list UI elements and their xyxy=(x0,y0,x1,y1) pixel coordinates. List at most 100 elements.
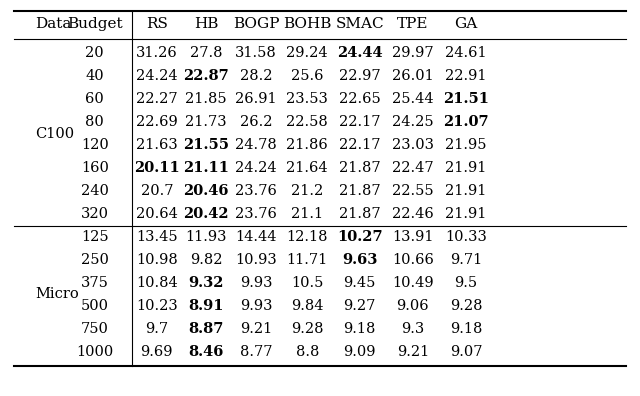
Text: BOGP: BOGP xyxy=(233,17,279,30)
Text: HB: HB xyxy=(194,17,218,30)
Text: 22.17: 22.17 xyxy=(339,115,380,129)
Text: 20.11: 20.11 xyxy=(134,161,180,175)
Text: 9.18: 9.18 xyxy=(344,322,376,336)
Text: 9.63: 9.63 xyxy=(342,253,378,267)
Text: 9.93: 9.93 xyxy=(240,299,272,313)
Text: 22.46: 22.46 xyxy=(392,207,434,221)
Text: 27.8: 27.8 xyxy=(190,46,222,61)
Text: 21.63: 21.63 xyxy=(136,138,178,152)
Text: 9.21: 9.21 xyxy=(240,322,272,336)
Text: RS: RS xyxy=(146,17,168,30)
Text: 10.98: 10.98 xyxy=(136,253,178,267)
Text: BOHB: BOHB xyxy=(283,17,332,30)
Text: 21.87: 21.87 xyxy=(339,207,381,221)
Text: 21.91: 21.91 xyxy=(445,207,486,221)
Text: 21.1: 21.1 xyxy=(291,207,323,221)
Text: 26.01: 26.01 xyxy=(392,69,434,84)
Text: 14.44: 14.44 xyxy=(236,230,276,244)
Text: 28.2: 28.2 xyxy=(240,69,272,84)
Text: 22.58: 22.58 xyxy=(286,115,328,129)
Text: 20.46: 20.46 xyxy=(183,184,229,198)
Text: 9.21: 9.21 xyxy=(397,345,429,359)
Text: SMAC: SMAC xyxy=(335,17,384,30)
Text: 21.87: 21.87 xyxy=(339,161,381,175)
Text: 31.58: 31.58 xyxy=(235,46,277,61)
Text: 10.27: 10.27 xyxy=(337,230,383,244)
Text: 80: 80 xyxy=(85,115,104,129)
Text: 9.27: 9.27 xyxy=(344,299,376,313)
Text: 22.97: 22.97 xyxy=(339,69,381,84)
Text: 500: 500 xyxy=(81,299,109,313)
Text: 20.7: 20.7 xyxy=(141,184,173,198)
Text: 160: 160 xyxy=(81,161,109,175)
Text: 750: 750 xyxy=(81,322,109,336)
Text: 24.61: 24.61 xyxy=(445,46,487,61)
Text: 13.91: 13.91 xyxy=(392,230,433,244)
Text: 23.03: 23.03 xyxy=(392,138,434,152)
Text: 320: 320 xyxy=(81,207,109,221)
Text: 10.84: 10.84 xyxy=(136,276,178,290)
Text: 11.93: 11.93 xyxy=(186,230,227,244)
Text: 12.18: 12.18 xyxy=(287,230,328,244)
Text: 24.44: 24.44 xyxy=(337,46,383,61)
Text: 21.91: 21.91 xyxy=(445,161,486,175)
Text: 375: 375 xyxy=(81,276,109,290)
Text: 24.24: 24.24 xyxy=(136,69,178,84)
Text: 9.28: 9.28 xyxy=(450,299,482,313)
Text: 21.2: 21.2 xyxy=(291,184,323,198)
Text: 60: 60 xyxy=(85,92,104,107)
Text: 24.25: 24.25 xyxy=(392,115,434,129)
Text: 9.93: 9.93 xyxy=(240,276,272,290)
Text: 21.51: 21.51 xyxy=(443,92,489,107)
Text: 120: 120 xyxy=(81,138,109,152)
Text: 21.55: 21.55 xyxy=(183,138,229,152)
Text: 8.91: 8.91 xyxy=(188,299,224,313)
Text: 9.3: 9.3 xyxy=(401,322,424,336)
Text: 29.24: 29.24 xyxy=(286,46,328,61)
Text: 21.86: 21.86 xyxy=(286,138,328,152)
Text: 9.7: 9.7 xyxy=(145,322,168,336)
Text: 22.27: 22.27 xyxy=(136,92,178,107)
Text: 22.55: 22.55 xyxy=(392,184,434,198)
Text: 24.78: 24.78 xyxy=(235,138,277,152)
Text: 20: 20 xyxy=(85,46,104,61)
Text: 24.24: 24.24 xyxy=(235,161,277,175)
Text: 21.87: 21.87 xyxy=(339,184,381,198)
Text: 21.64: 21.64 xyxy=(286,161,328,175)
Text: 9.84: 9.84 xyxy=(291,299,323,313)
Text: 26.91: 26.91 xyxy=(235,92,277,107)
Text: 31.26: 31.26 xyxy=(136,46,178,61)
Text: 8.77: 8.77 xyxy=(240,345,272,359)
Text: 240: 240 xyxy=(81,184,109,198)
Text: 9.09: 9.09 xyxy=(344,345,376,359)
Text: 1000: 1000 xyxy=(76,345,113,359)
Text: 22.17: 22.17 xyxy=(339,138,380,152)
Text: Budget: Budget xyxy=(67,17,122,30)
Text: 22.91: 22.91 xyxy=(445,69,486,84)
Text: 9.82: 9.82 xyxy=(190,253,222,267)
Text: 10.93: 10.93 xyxy=(235,253,277,267)
Text: 21.07: 21.07 xyxy=(443,115,489,129)
Text: 250: 250 xyxy=(81,253,109,267)
Text: 21.95: 21.95 xyxy=(445,138,486,152)
Text: 9.18: 9.18 xyxy=(450,322,482,336)
Text: 10.33: 10.33 xyxy=(445,230,487,244)
Text: 8.46: 8.46 xyxy=(188,345,224,359)
Text: 9.07: 9.07 xyxy=(450,345,482,359)
Text: 25.6: 25.6 xyxy=(291,69,323,84)
Text: 10.23: 10.23 xyxy=(136,299,178,313)
Text: 23.76: 23.76 xyxy=(235,207,277,221)
Text: GA: GA xyxy=(454,17,477,30)
Text: 22.87: 22.87 xyxy=(183,69,229,84)
Text: 23.76: 23.76 xyxy=(235,184,277,198)
Text: 9.06: 9.06 xyxy=(397,299,429,313)
Text: 10.66: 10.66 xyxy=(392,253,434,267)
Text: Micro: Micro xyxy=(35,287,79,301)
Text: 21.85: 21.85 xyxy=(185,92,227,107)
Text: 20.42: 20.42 xyxy=(183,207,229,221)
Text: 9.69: 9.69 xyxy=(141,345,173,359)
Text: 125: 125 xyxy=(81,230,109,244)
Text: 29.97: 29.97 xyxy=(392,46,434,61)
Text: 9.71: 9.71 xyxy=(450,253,482,267)
Text: 21.91: 21.91 xyxy=(445,184,486,198)
